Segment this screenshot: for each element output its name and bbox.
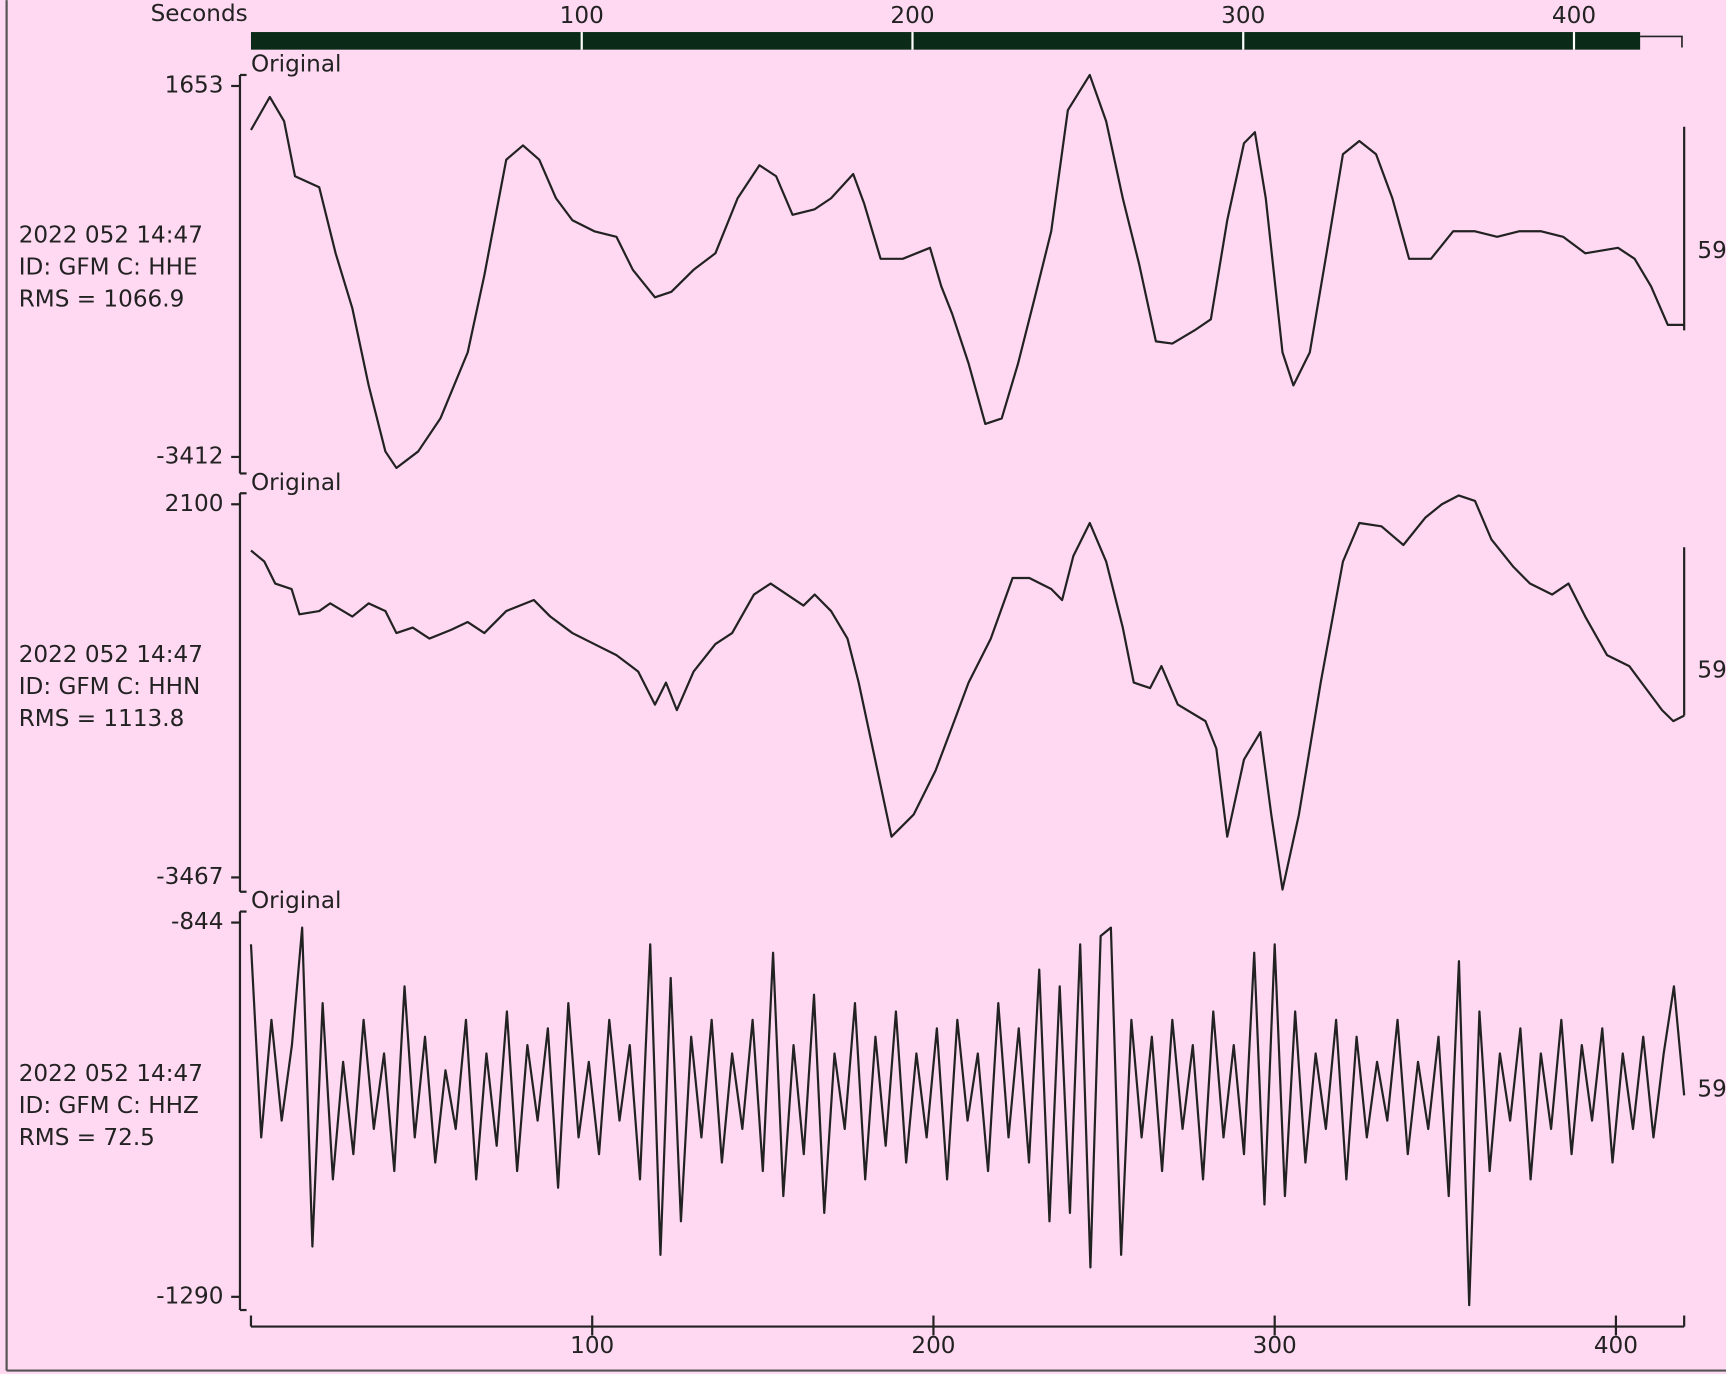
scale-label: 59 xyxy=(1697,658,1726,684)
trace-info: ID: GFM C: HHE xyxy=(19,255,198,281)
x-tick-label: 100 xyxy=(570,1333,614,1359)
y-tick-label: 2100 xyxy=(165,491,224,517)
scale-label: 59 xyxy=(1697,1076,1726,1102)
trace-title: Original xyxy=(251,470,341,496)
waveform xyxy=(250,73,1685,470)
y-tick-label: -3467 xyxy=(156,864,223,890)
ruler-tick-label: 200 xyxy=(890,3,934,29)
trace-info: RMS = 72.5 xyxy=(19,1125,155,1151)
x-tick-label: 300 xyxy=(1253,1333,1297,1359)
trace-info: 2022 052 14:47 xyxy=(19,642,203,668)
trace-title: Original xyxy=(251,52,341,78)
x-tick-label: 200 xyxy=(911,1333,955,1359)
trace-info: RMS = 1113.8 xyxy=(19,706,185,732)
x-tick-label: 400 xyxy=(1594,1333,1638,1359)
trace-info: 2022 052 14:47 xyxy=(19,1061,203,1087)
trace-info: ID: GFM C: HHN xyxy=(19,674,201,700)
ruler-tick-label: 400 xyxy=(1552,3,1596,29)
ruler-end xyxy=(1640,35,1683,48)
y-tick-label: -1290 xyxy=(156,1283,223,1309)
trace-info: 2022 052 14:47 xyxy=(19,223,203,249)
scale-label: 59 xyxy=(1697,238,1726,264)
trace-info: RMS = 1066.9 xyxy=(19,287,185,313)
trace-info: ID: GFM C: HHZ xyxy=(19,1093,199,1119)
waveform xyxy=(250,494,1685,891)
ruler-tick-label: 300 xyxy=(1221,3,1265,29)
ruler-tick-label: 100 xyxy=(560,3,604,29)
y-tick-label: -844 xyxy=(171,909,223,935)
time-ruler-bar xyxy=(250,32,1641,50)
waveform xyxy=(249,926,1686,1307)
y-tick-label: 1653 xyxy=(165,72,224,98)
ruler-label: Seconds xyxy=(151,1,248,27)
trace-title: Original xyxy=(251,888,341,914)
y-tick-label: -3412 xyxy=(156,443,223,469)
